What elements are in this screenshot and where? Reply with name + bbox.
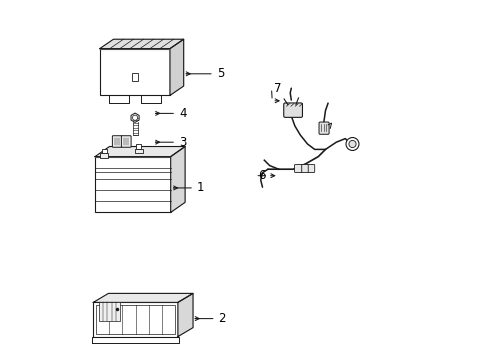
FancyBboxPatch shape (283, 103, 302, 117)
Bar (100, 49, 170, 95)
Circle shape (346, 138, 358, 150)
Bar (102, 149, 106, 153)
Polygon shape (170, 39, 183, 95)
Bar (93, 302, 178, 337)
FancyBboxPatch shape (112, 136, 122, 147)
Text: 7: 7 (274, 82, 281, 95)
Text: 1: 1 (197, 181, 204, 194)
Circle shape (132, 115, 137, 120)
Bar (100, 153, 108, 158)
FancyBboxPatch shape (307, 165, 314, 172)
Text: 3: 3 (179, 136, 186, 149)
Text: 2: 2 (218, 312, 225, 325)
Polygon shape (178, 293, 193, 337)
FancyBboxPatch shape (121, 136, 131, 147)
FancyBboxPatch shape (294, 165, 301, 172)
Polygon shape (131, 113, 139, 122)
Bar (95, 157, 170, 212)
Polygon shape (95, 147, 185, 157)
Circle shape (348, 140, 355, 148)
Bar (136, 144, 141, 149)
Text: 4: 4 (179, 107, 186, 120)
Bar (132, 73, 138, 81)
Polygon shape (100, 39, 183, 49)
FancyBboxPatch shape (301, 165, 307, 172)
FancyBboxPatch shape (318, 122, 328, 134)
Bar (134, 149, 143, 153)
Polygon shape (170, 147, 185, 212)
Text: 6: 6 (258, 169, 265, 182)
Bar (99, 302, 120, 321)
Polygon shape (93, 293, 193, 302)
Bar (96, 305, 175, 334)
Text: 5: 5 (216, 67, 224, 80)
